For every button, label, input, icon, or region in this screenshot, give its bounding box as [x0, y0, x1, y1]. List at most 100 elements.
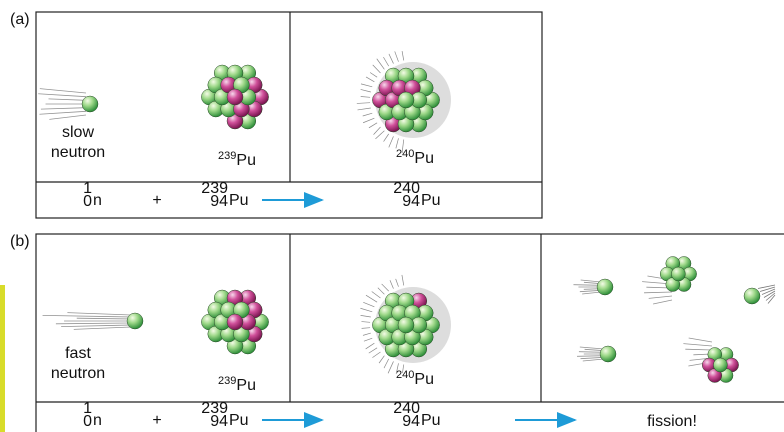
vibration [396, 279, 399, 287]
vibration [384, 134, 389, 142]
nucleus [702, 348, 738, 383]
atomic-number: 0 [83, 193, 92, 210]
vibration [369, 123, 377, 128]
streak [581, 280, 601, 282]
streak [653, 300, 672, 304]
atomic-number: 0 [83, 413, 92, 430]
element-symbol: n [93, 192, 102, 209]
vibration [379, 356, 384, 363]
nucleon [227, 314, 243, 330]
plus-sign: + [152, 192, 161, 209]
streak [67, 313, 131, 315]
diagram: (a) slow neutron (b) fast neutron fissio… [0, 0, 784, 432]
nuclide-label: 240Pu [396, 369, 434, 388]
vibration [369, 348, 377, 353]
vibration [378, 288, 385, 294]
nucleon [600, 346, 616, 362]
streak [573, 285, 601, 286]
streak [41, 108, 86, 109]
nucleus [660, 257, 696, 292]
vibration [361, 89, 371, 92]
vibration [382, 284, 389, 291]
nucleus [357, 51, 451, 153]
element-symbol: Pu [236, 377, 256, 394]
vibration [372, 352, 380, 358]
atomic-number: 94 [210, 413, 228, 430]
vibration [374, 127, 381, 135]
streak [77, 318, 131, 319]
nucleon [597, 279, 613, 295]
nucleon [713, 358, 727, 372]
panel-frame [36, 12, 542, 218]
streak [40, 89, 86, 93]
vibration [396, 138, 399, 148]
panel-label: (a) [10, 11, 30, 28]
nucleon [398, 92, 414, 108]
neutron-label: fast [65, 345, 91, 362]
vibration [361, 315, 371, 317]
streak [49, 115, 86, 119]
element-symbol: Pu [229, 192, 249, 209]
vibration [388, 361, 393, 373]
nucleon [82, 96, 98, 112]
vibration [362, 328, 370, 329]
streak [49, 99, 86, 100]
streak [580, 347, 604, 349]
plus-sign: + [152, 412, 161, 429]
element-symbol: Pu [414, 371, 434, 388]
atomic-number: 94 [402, 413, 420, 430]
panel-label: (b) [10, 233, 30, 250]
element-symbol: Pu [421, 192, 441, 209]
vibration [395, 51, 399, 61]
neutron-label: slow [62, 124, 94, 141]
nucleus [201, 65, 268, 129]
vibration [372, 292, 381, 298]
vibration [402, 51, 404, 60]
fast-neutron [744, 285, 775, 304]
nucleon [127, 313, 143, 329]
streak [39, 111, 86, 114]
element-symbol: n [93, 412, 102, 429]
vibration [366, 295, 377, 302]
nucleon [744, 288, 760, 304]
vibration [384, 359, 389, 368]
vibration [389, 136, 394, 147]
streak [43, 315, 131, 317]
vibration [389, 54, 394, 64]
vibration [361, 322, 370, 323]
vibration [390, 280, 393, 288]
vibration [363, 118, 374, 123]
nucleus [201, 290, 268, 354]
neutron-label: neutron [51, 365, 105, 382]
vibration [363, 113, 373, 116]
nucleon [398, 317, 414, 333]
streak [649, 296, 672, 298]
atomic-number: 94 [402, 193, 420, 210]
vibration [361, 84, 372, 87]
vibration [370, 73, 377, 78]
streak [38, 94, 86, 97]
mass-number: 240 [396, 369, 414, 381]
nucleus [360, 275, 451, 374]
nucleon [227, 89, 243, 105]
vibration [360, 308, 372, 312]
vibration [402, 275, 404, 286]
streak [644, 292, 672, 293]
streak [56, 323, 131, 324]
streak [683, 344, 712, 346]
element-symbol: Pu [236, 152, 256, 169]
mass-number: 239 [218, 375, 236, 387]
streak [689, 338, 712, 342]
vibration [375, 131, 384, 139]
streak [74, 327, 131, 329]
nuclide-label: 240Pu [396, 148, 434, 167]
element-symbol: Pu [421, 412, 441, 429]
side-bar [0, 285, 5, 432]
vibration [366, 77, 374, 82]
vibration [366, 343, 375, 349]
vibration [377, 59, 385, 70]
neutron-label: neutron [51, 144, 105, 161]
motion-streaks [43, 313, 131, 330]
atomic-number: 94 [210, 193, 228, 210]
vibration [358, 108, 371, 110]
